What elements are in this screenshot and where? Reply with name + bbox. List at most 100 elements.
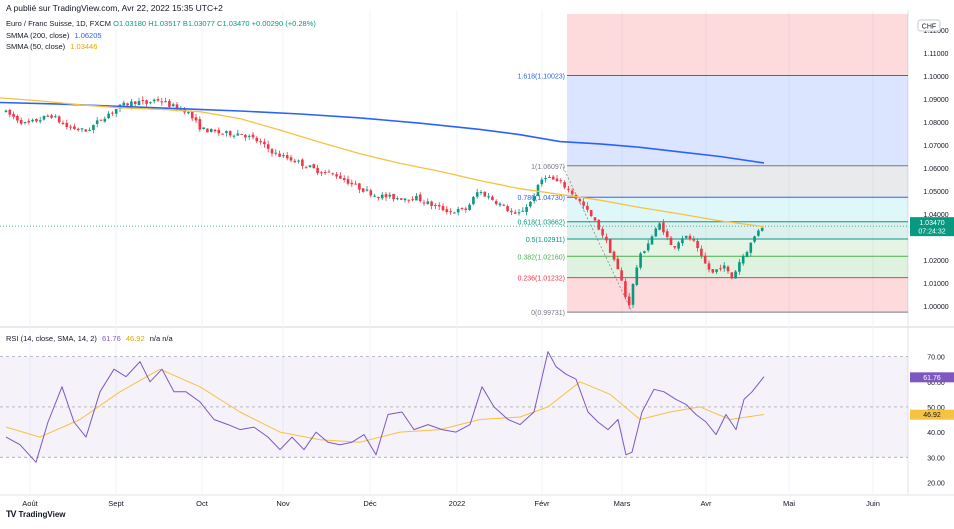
candle-body-84	[323, 172, 327, 174]
candle-body-116	[445, 209, 449, 213]
candle-body-194	[741, 255, 745, 264]
smma200-legend[interactable]: SMMA (200, close) 1.06205	[6, 31, 102, 40]
candle-body-10	[42, 115, 46, 120]
candle-body-155	[593, 217, 597, 221]
candle-body-176	[673, 246, 677, 248]
candle-body-169	[646, 243, 650, 251]
candle-body-17	[69, 126, 72, 128]
smma200-value: 1.06205	[74, 31, 102, 40]
candle-body-34	[133, 101, 137, 105]
candle-body-135	[517, 212, 521, 214]
price-tick-0: 1.12000	[923, 28, 948, 35]
price-tick-10: 1.01000	[923, 281, 948, 288]
candle-body-182	[696, 241, 699, 249]
candle-body-147	[563, 182, 566, 188]
candle-body-145	[555, 178, 559, 181]
price-tick-6: 1.06000	[923, 166, 948, 173]
candle-body-21	[84, 129, 88, 132]
candle-body-166	[635, 267, 639, 285]
candle-body-55	[213, 129, 217, 132]
candle-body-29	[114, 109, 118, 114]
candle-body-82	[316, 167, 319, 174]
candle-body-86	[331, 173, 335, 175]
candle-body-156	[597, 219, 601, 230]
candle-body-154	[589, 210, 593, 217]
candle-body-64	[247, 135, 251, 137]
fib-zone-2	[567, 165, 908, 198]
candle-body-61	[236, 133, 240, 136]
fib-label-3: 0.618(1.03662)	[518, 220, 565, 227]
candle-body-11	[46, 115, 50, 117]
instrument-legend[interactable]: Euro / Franc Suisse, 1D, FXCM O1.03180 H…	[6, 19, 316, 28]
candle-body-113	[434, 204, 437, 206]
candle-body-32	[126, 103, 129, 106]
candle-body-45	[175, 104, 179, 110]
candle-body-149	[570, 190, 574, 195]
candle-body-159	[608, 239, 612, 253]
instrument-exchange: FXCM	[89, 19, 112, 28]
candle-body-98	[377, 196, 380, 199]
candle-body-40	[156, 99, 160, 101]
candle-body-38	[149, 102, 152, 104]
candle-body-31	[122, 102, 126, 106]
candle-body-44	[171, 104, 175, 107]
fib-zone-1	[567, 75, 908, 166]
candle-body-49	[190, 111, 194, 119]
candle-body-151	[578, 198, 582, 202]
rsi-ma-line	[5, 368, 765, 443]
candle-body-130	[498, 203, 502, 206]
tradingview-logo[interactable]: TV TradingView	[6, 509, 66, 519]
candle-body-143	[548, 176, 551, 178]
candle-body-134	[513, 212, 517, 214]
candle-body-80	[308, 165, 312, 168]
candle-body-42	[164, 101, 167, 103]
candle-body-189	[722, 265, 726, 269]
rsi-tick-4: 30.00	[927, 455, 945, 462]
price-tick-4: 1.08000	[923, 120, 948, 127]
candle-body-78	[301, 159, 304, 166]
ohlc-high: H1.03517	[148, 19, 181, 28]
candle-body-127	[487, 196, 490, 198]
candle-body-148	[567, 188, 570, 190]
published-header: A publié sur TradingView.com, Avr 22, 20…	[6, 3, 223, 13]
candle-body-124	[475, 192, 479, 197]
rsi-ma-badge	[910, 409, 954, 420]
fib-label-6: 0.236(1.01232)	[518, 276, 565, 283]
candle-body-142	[544, 177, 547, 180]
candle-body-63	[244, 134, 247, 138]
candle-body-41	[160, 101, 164, 103]
smma200-line	[0, 101, 765, 164]
candle-body-183	[700, 248, 703, 256]
rsi-legend[interactable]: RSI (14, close, SMA, 14, 2) 61.76 46.92 …	[6, 334, 173, 343]
candle-body-25	[99, 119, 103, 121]
candle-body-188	[719, 268, 722, 270]
candle-body-193	[738, 262, 741, 272]
candle-body-132	[506, 206, 509, 212]
candle-body-79	[304, 167, 308, 169]
price-tick-7: 1.05000	[923, 189, 948, 196]
candle-body-62	[240, 133, 243, 135]
rsi-label: RSI (14, close, SMA, 14, 2)	[6, 334, 97, 343]
rsi-ma-value: 46.92	[125, 334, 145, 343]
candle-body-43	[168, 100, 171, 107]
price-tick-2: 1.10000	[923, 74, 948, 81]
countdown-label: 07:24:32	[918, 229, 945, 236]
candle-body-85	[327, 171, 331, 173]
candle-body-14	[57, 116, 61, 123]
candle-body-67	[259, 141, 262, 143]
candle-body-57	[221, 133, 224, 135]
candle-body-192	[734, 271, 737, 279]
candle-body-122	[468, 204, 471, 210]
candle-body-56	[217, 129, 221, 134]
rsi-band	[0, 356, 908, 458]
fib-label-1: 1(1.06097)	[531, 164, 565, 171]
candle-body-181	[692, 239, 696, 241]
price-tick-8: 1.04000	[923, 212, 948, 219]
candle-body-19	[76, 128, 80, 131]
candle-body-164	[627, 296, 631, 306]
smma50-legend[interactable]: SMMA (50, close) 1.03446	[6, 42, 97, 51]
candle-body-95	[365, 189, 369, 191]
rsi-tick-1: 60.00	[927, 380, 945, 387]
